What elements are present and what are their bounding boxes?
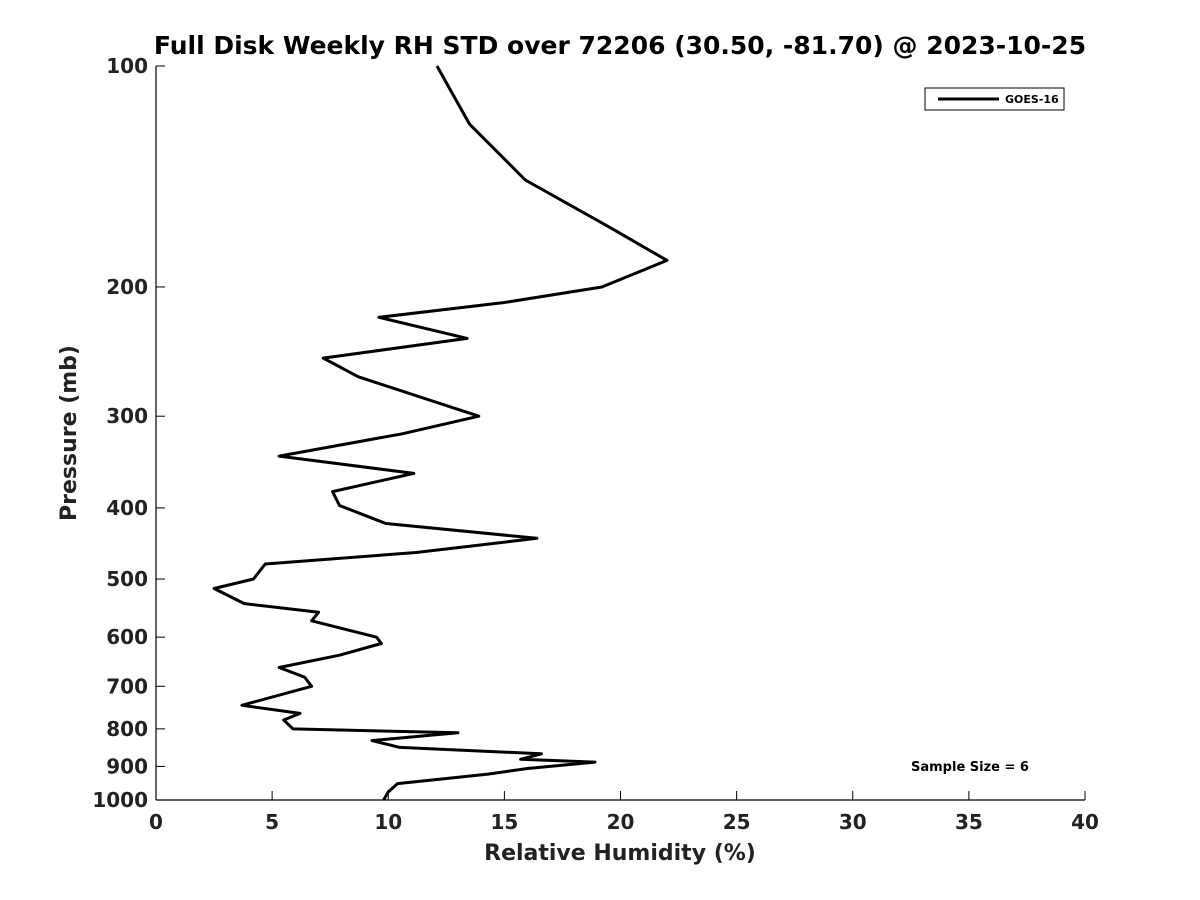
x-tick-label: 5 (265, 810, 279, 834)
y-axis-label: Pressure (mb) (57, 345, 82, 521)
x-tick-label: 10 (374, 810, 402, 834)
legend-label-goes-16: GOES-16 (1005, 93, 1059, 106)
x-tick-label: 40 (1071, 810, 1099, 834)
x-tick-label: 35 (955, 810, 983, 834)
sample-size-annotation: Sample Size = 6 (911, 760, 1029, 775)
x-tick-label: 20 (607, 810, 635, 834)
y-tick-label: 800 (106, 717, 148, 741)
y-tick-label: 900 (106, 754, 148, 778)
y-tick-label: 400 (106, 496, 148, 520)
x-tick-label: 15 (490, 810, 518, 834)
y-tick-label: 200 (106, 275, 148, 299)
y-tick-label: 600 (106, 625, 148, 649)
series-line-goes-16 (212, 65, 669, 801)
x-tick-label: 25 (723, 810, 751, 834)
y-tick-label: 300 (106, 404, 148, 428)
legend: GOES-16 (924, 87, 1065, 111)
x-axis-label: Relative Humidity (%) (484, 841, 756, 866)
y-tick-label: 500 (106, 567, 148, 591)
y-tick-label: 1000 (92, 788, 148, 812)
chart-title: Full Disk Weekly RH STD over 72206 (30.5… (154, 31, 1086, 60)
y-tick-label: 100 (106, 54, 148, 78)
x-tick-label: 0 (149, 810, 163, 834)
x-axis-ticks: 0 5 10 15 20 25 30 35 40 (149, 791, 1099, 834)
y-tick-label: 700 (106, 674, 148, 698)
x-tick-label: 30 (839, 810, 867, 834)
y-axis-ticks: 100 200 300 400 500 600 700 800 900 1000 (92, 54, 165, 812)
